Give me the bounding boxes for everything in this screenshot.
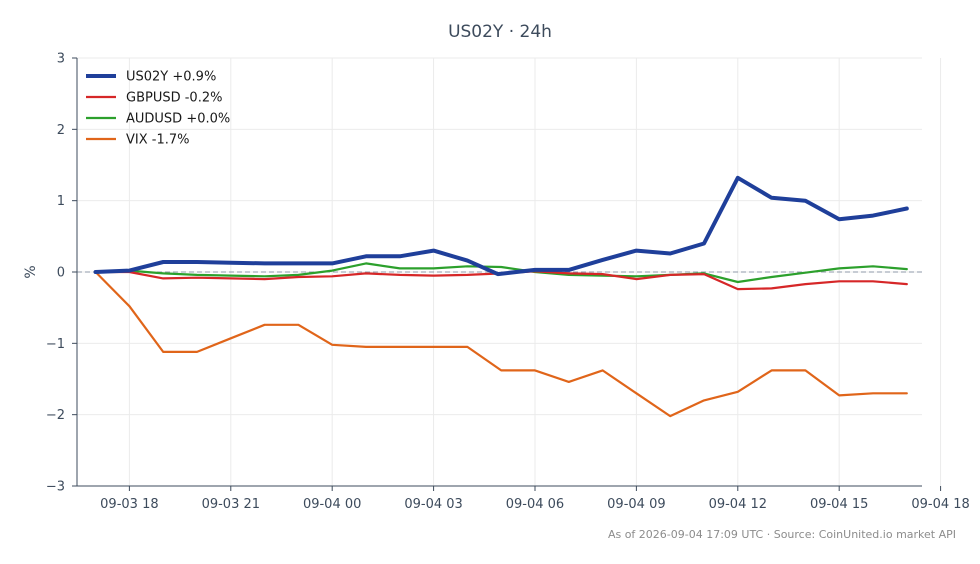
x-tick-label: 09-04 09 — [607, 497, 665, 512]
y-tick-label: −3 — [46, 480, 65, 495]
legend-label-gbpusd: GBPUSD -0.2% — [126, 91, 222, 106]
x-tick-label: 09-03 21 — [202, 497, 260, 512]
y-tick-label: 0 — [57, 266, 65, 281]
x-tick-label: 09-04 15 — [810, 497, 868, 512]
y-tick-label: 1 — [57, 194, 65, 209]
x-tick-label: 09-04 12 — [709, 497, 767, 512]
footer-note: As of 2026-09-04 17:09 UTC · Source: Coi… — [608, 528, 956, 541]
series-line-us02y — [93, 175, 909, 277]
y-tick-label: 3 — [57, 52, 65, 67]
legend-label-us02y: US02Y +0.9% — [126, 70, 216, 85]
x-tick-label: 09-04 03 — [404, 497, 462, 512]
series-line-vix — [94, 270, 908, 418]
series-line-audusd — [94, 262, 908, 284]
x-tick-label: 09-04 00 — [303, 497, 361, 512]
y-tick-label: 2 — [57, 123, 65, 138]
legend: US02Y +0.9% GBPUSD -0.2% AUDUSD +0.0% VIX -… — [86, 70, 230, 148]
series-group — [93, 175, 909, 418]
y-tick-label: −1 — [46, 337, 65, 352]
y-axis-label: % — [23, 265, 39, 278]
legend-label-audusd: AUDUSD +0.0% — [126, 112, 230, 127]
x-tick-label: 09-03 18 — [100, 497, 158, 512]
x-tick-label: 09-04 06 — [506, 497, 564, 512]
axes: 3 2 1 0 −1 −2 −3 09-03 18 09-03 21 09-04 00 09-04 … — [46, 52, 970, 513]
chart-title: US02Y · 24h — [448, 22, 552, 42]
x-tick-label: 09-04 18 — [911, 497, 969, 512]
y-tick-label: −2 — [46, 408, 65, 423]
legend-label-vix: VIX -1.7% — [126, 133, 189, 148]
